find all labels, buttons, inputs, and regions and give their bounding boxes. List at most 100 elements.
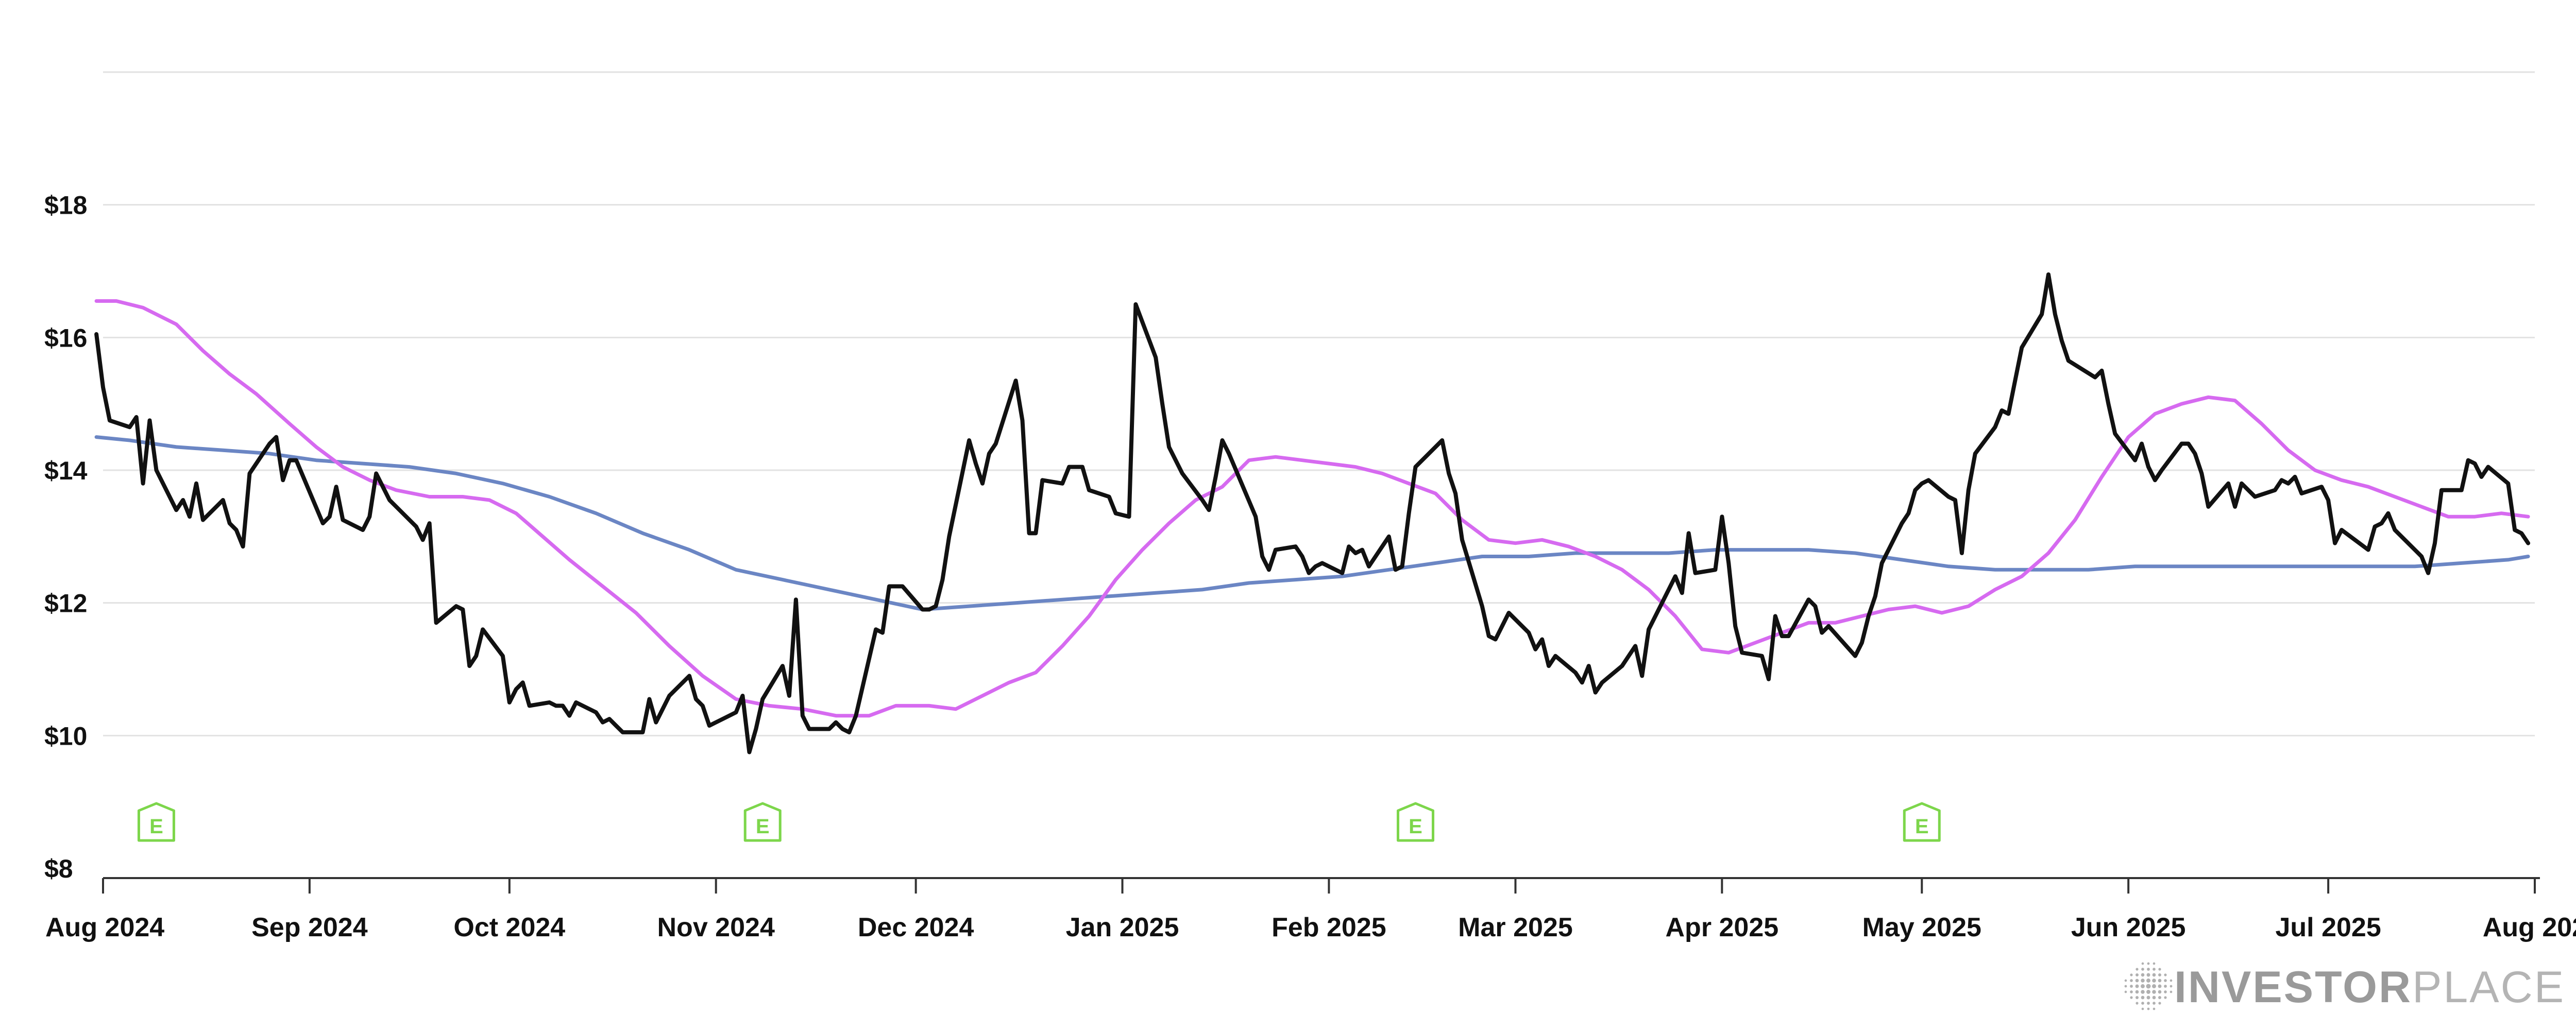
globe-dot xyxy=(2158,973,2162,977)
globe-dot xyxy=(2164,985,2167,988)
y-axis: $8 $10 $12 $14 $16 $18 xyxy=(44,191,88,883)
globe-dot xyxy=(2164,990,2167,993)
x-tick-label: Mar 2025 xyxy=(1458,913,1573,942)
series-layer xyxy=(94,272,2531,754)
globe-dot xyxy=(2152,995,2156,1000)
globe-dot xyxy=(2170,985,2173,988)
globe-dot xyxy=(2153,968,2156,971)
y-tick-label: $12 xyxy=(44,589,87,618)
earnings-marker-badge xyxy=(1903,802,1941,842)
globe-dot xyxy=(2136,1002,2139,1005)
x-tick-label: Jul 2025 xyxy=(2275,913,2381,942)
earnings-marker-badge xyxy=(1397,802,1435,842)
y-tick-label: $14 xyxy=(44,456,88,485)
globe-dot xyxy=(2158,995,2162,1000)
globe-dot xyxy=(2147,1007,2150,1010)
globe-dot xyxy=(2141,973,2145,977)
globe-dot xyxy=(2141,995,2145,1000)
y-tick-label: $10 xyxy=(44,722,87,750)
earnings-marker-label: E xyxy=(1915,815,1929,838)
globe-dot xyxy=(2135,995,2139,1000)
globe-dot xyxy=(2146,973,2150,977)
earnings-marker-label: E xyxy=(756,815,770,838)
globe-dot xyxy=(2135,978,2139,983)
globe-dot xyxy=(2146,978,2150,983)
globe-dot xyxy=(2124,985,2127,988)
x-tick-label: Sep 2024 xyxy=(251,913,368,942)
x-tick-label: Jan 2025 xyxy=(1066,913,1179,942)
y-tick-label: $18 xyxy=(44,191,87,220)
x-tick-label: Nov 2024 xyxy=(657,913,775,942)
x-tick-label: Oct 2024 xyxy=(453,913,565,942)
globe-dot xyxy=(2158,978,2162,983)
earnings-marker-label: E xyxy=(1409,815,1422,838)
x-tick-label: Feb 2025 xyxy=(1272,913,1386,942)
globe-dot xyxy=(2136,968,2139,971)
globe-dot xyxy=(2141,1007,2144,1010)
globe-dot xyxy=(2141,990,2145,994)
globe-dot xyxy=(2141,1002,2144,1005)
globe-dot xyxy=(2141,978,2145,983)
globe-dot xyxy=(2135,984,2139,988)
x-tick-label: Aug 202 xyxy=(2483,913,2576,942)
globe-dot xyxy=(2141,962,2144,965)
series-line-0 xyxy=(94,272,2531,754)
logo-text-light: PLACE xyxy=(2412,963,2565,1012)
globe-dot xyxy=(2152,990,2156,994)
earnings-marker-label: E xyxy=(149,815,163,838)
globe-dot xyxy=(2147,1002,2150,1005)
y-tick-label: $8 xyxy=(44,854,73,883)
earnings-marker[interactable]: E xyxy=(1903,802,1941,842)
globe-dot xyxy=(2135,973,2139,977)
grid xyxy=(103,71,2535,736)
globe-dot xyxy=(2130,985,2133,988)
globe-dot xyxy=(2158,984,2162,988)
globe-dot xyxy=(2153,962,2156,965)
series-line-2 xyxy=(94,435,2530,611)
globe-dot xyxy=(2146,995,2150,1000)
earnings-marker-badge xyxy=(743,802,782,842)
globe-dot xyxy=(2164,996,2167,999)
globe-dot xyxy=(2164,973,2167,976)
x-axis: Aug 2024 Sep 2024 Oct 2024 Nov 2024 Dec 2024… xyxy=(45,877,2576,942)
logo-text: INVESTORPLACE xyxy=(2174,963,2565,1012)
globe-dot xyxy=(2135,990,2139,994)
globe-dot xyxy=(2130,996,2133,999)
earnings-marker-badge xyxy=(137,802,175,842)
globe-dot xyxy=(2147,962,2150,965)
globe-dot xyxy=(2124,990,2127,993)
globe-dot xyxy=(2158,968,2161,971)
globe-dot xyxy=(2147,968,2150,971)
globe-dot xyxy=(2170,979,2173,982)
globe-dot xyxy=(2141,984,2145,988)
x-tick-label: Dec 2024 xyxy=(858,913,974,942)
globe-dot xyxy=(2130,979,2133,982)
globe-dot xyxy=(2130,990,2133,993)
globe-dot xyxy=(2152,984,2156,988)
globe-icon xyxy=(2124,962,2173,1010)
series-line-1 xyxy=(94,299,2530,718)
globe-dot xyxy=(2158,990,2162,994)
globe-dot xyxy=(2170,990,2173,993)
globe-dot xyxy=(2164,979,2167,982)
globe-dot xyxy=(2146,984,2151,989)
globe-dot xyxy=(2153,1002,2156,1005)
globe-dot xyxy=(2153,1007,2156,1010)
globe-dot xyxy=(2158,1002,2161,1005)
globe-dot xyxy=(2130,973,2133,976)
investorplace-logo: INVESTORPLACE xyxy=(2124,962,2565,1012)
globe-dot xyxy=(2124,979,2127,982)
x-tick-label: Apr 2025 xyxy=(1666,913,1779,942)
y-tick-label: $16 xyxy=(44,323,87,352)
earnings-marker[interactable]: E xyxy=(743,802,782,842)
x-tick-label: Jun 2025 xyxy=(2071,913,2186,942)
logo-text-strong: INVESTOR xyxy=(2174,963,2412,1012)
globe-dot xyxy=(2141,968,2144,971)
earnings-marker[interactable]: E xyxy=(137,802,175,842)
globe-dot xyxy=(2146,990,2150,994)
x-tick-label: May 2025 xyxy=(1862,913,1981,942)
earnings-marker[interactable]: E xyxy=(1397,802,1435,842)
